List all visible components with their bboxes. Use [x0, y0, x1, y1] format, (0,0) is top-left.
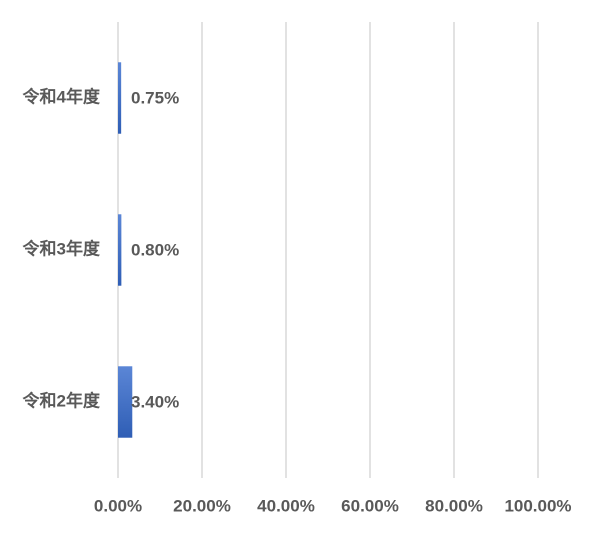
data-label: 0.75%	[131, 88, 179, 107]
x-tick-label: 60.00%	[341, 496, 399, 515]
y-tick-label: 令和3年度	[23, 238, 101, 258]
x-tick-label: 80.00%	[425, 496, 483, 515]
x-tick-label: 40.00%	[257, 496, 315, 515]
bar	[118, 366, 133, 438]
data-label: 0.80%	[131, 240, 179, 259]
x-tick-label: 100.00%	[504, 496, 571, 515]
bar	[118, 214, 122, 286]
y-tick-label: 令和4年度	[23, 86, 101, 106]
x-tick-label: 0.00%	[94, 496, 142, 515]
y-tick-label: 令和2年度	[23, 390, 101, 410]
bar	[118, 62, 122, 134]
x-tick-label: 20.00%	[173, 496, 231, 515]
data-label: 3.40%	[131, 392, 179, 411]
